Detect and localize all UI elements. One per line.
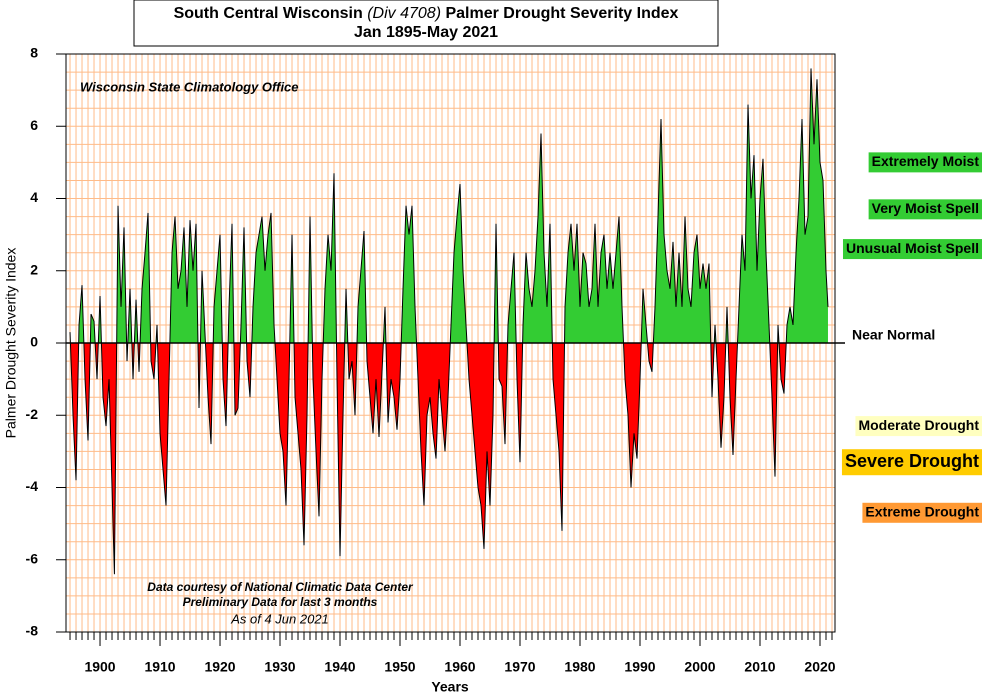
x-tick-label: 1980 (564, 659, 595, 675)
y-tick-label: 2 (30, 261, 38, 277)
annotations: Wisconsin State Climatology Office Data c… (80, 79, 982, 626)
x-tick-label: 1930 (264, 659, 295, 675)
y-tick-label: 6 (30, 117, 38, 133)
category-bg (842, 239, 982, 260)
x-tick-label: 2020 (804, 659, 835, 675)
x-tick-label: 1990 (624, 659, 655, 675)
x-tick-label: 2000 (684, 659, 715, 675)
category-bg (855, 416, 982, 437)
moist-area (70, 68, 828, 343)
category-bg (862, 502, 982, 523)
y-tick-label: 8 (30, 45, 38, 61)
y-tick-label: 4 (30, 189, 38, 205)
x-tick-label: 1920 (204, 659, 235, 675)
axes: 1900 1910 1920 1930 1940 1950 1960 1970 1980 1990… (26, 45, 836, 675)
title-part: (Div 4708) (367, 5, 441, 22)
x-tick-label: 1970 (504, 659, 535, 675)
x-axis-label: Years (431, 679, 469, 695)
y-tick-label: -8 (26, 623, 39, 639)
category-bg (841, 449, 982, 476)
plot-frame (65, 53, 836, 633)
category-label: Moderate Drought (858, 417, 979, 433)
x-tick-label: 1940 (324, 659, 355, 675)
y-tick-label: -6 (26, 550, 39, 566)
title-part: South Central Wisconsin (174, 5, 368, 22)
marks (66, 68, 845, 575)
x-tick-label: 1900 (84, 659, 115, 675)
y-axis-label: Palmer Drought Severity Index (3, 248, 19, 439)
category-label: Extremely Moist (872, 153, 980, 169)
annotation: Data courtesy of National Climatic Data … (147, 580, 414, 594)
category-bg (868, 199, 982, 220)
pdsi-line (69, 68, 829, 575)
category-label: Very Moist Spell (872, 200, 979, 216)
category-label: Near Normal (852, 326, 935, 342)
y-tick-label: -4 (26, 478, 39, 494)
title-box (133, 0, 719, 47)
chart-subtitle: Jan 1895-May 2021 (354, 24, 498, 41)
annotation: Wisconsin State Climatology Office (80, 79, 299, 94)
category-bg (868, 152, 982, 173)
annotation: As of 4 Jun 2021 (230, 611, 329, 626)
y-tick-label: 0 (30, 334, 38, 350)
category-label: Severe Drought (845, 451, 979, 471)
title-part: Palmer Drought Severity Index (441, 5, 679, 22)
y-tick-label: -2 (26, 406, 39, 422)
chart-title: South Central Wisconsin (Div 4708) Palme… (174, 5, 679, 22)
x-tick-label: 1950 (384, 659, 415, 675)
drought-area (70, 343, 828, 575)
x-tick-label: 2010 (744, 659, 775, 675)
category-label: Unusual Moist Spell (846, 240, 979, 256)
category-label: Extreme Drought (865, 503, 979, 519)
x-tick-label: 1910 (144, 659, 175, 675)
annotation: Preliminary Data for last 3 months (183, 595, 378, 609)
x-tick-label: 1960 (444, 659, 475, 675)
